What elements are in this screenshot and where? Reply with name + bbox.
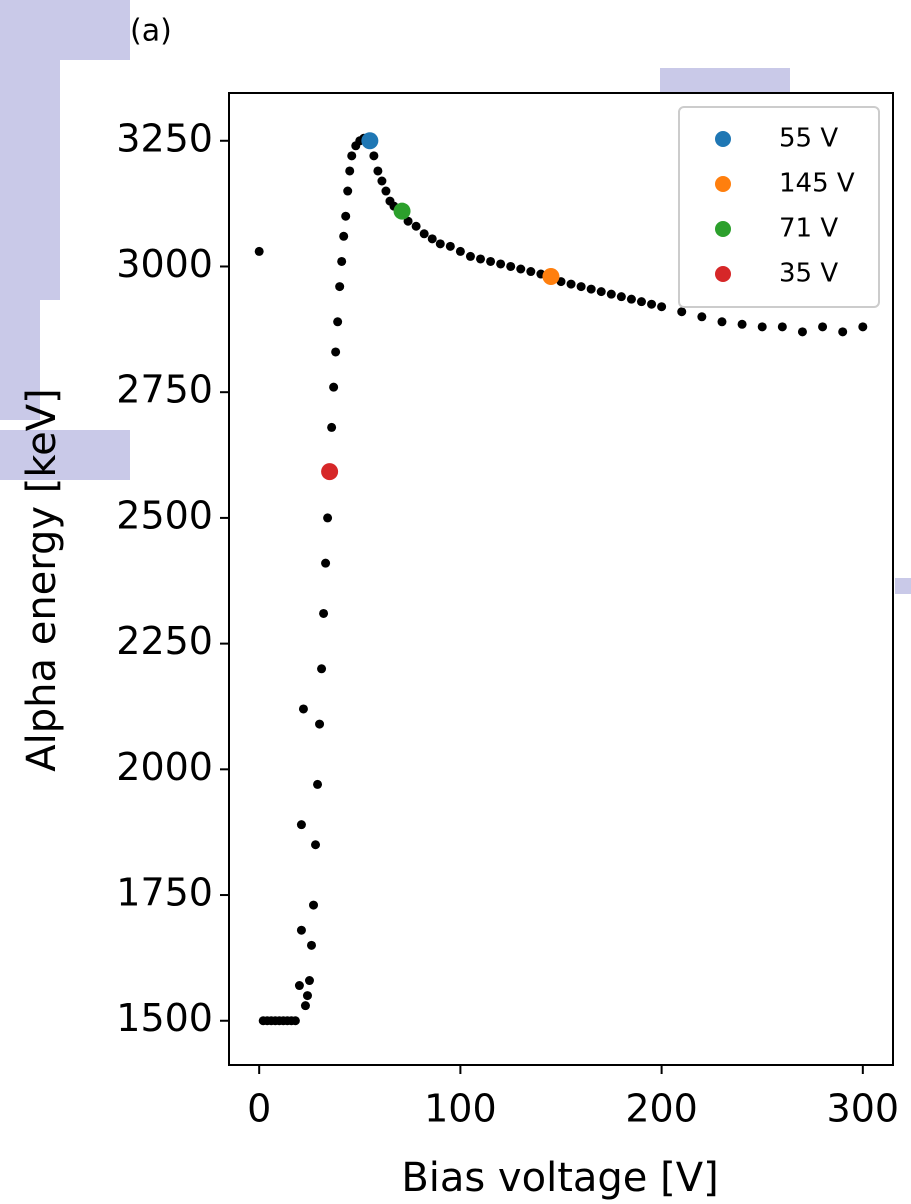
data-point [311, 840, 320, 849]
data-point [778, 322, 787, 331]
data-point [301, 1001, 310, 1010]
data-point [309, 901, 318, 910]
legend-marker [715, 176, 731, 192]
data-point [798, 327, 807, 336]
data-point [567, 280, 576, 289]
data-point [299, 704, 308, 713]
legend-marker [715, 221, 731, 237]
data-point [526, 267, 535, 276]
data-point [516, 264, 525, 273]
data-point [677, 307, 686, 316]
data-point [329, 383, 338, 392]
data-point [345, 166, 354, 175]
legend-label: 145 V [779, 169, 855, 199]
data-point [323, 513, 332, 522]
data-point [255, 247, 264, 256]
data-point [607, 290, 616, 299]
data-point [303, 991, 312, 1000]
data-point [307, 941, 316, 950]
data-point [637, 297, 646, 306]
data-point [577, 282, 586, 291]
data-point [466, 252, 475, 261]
data-point [428, 234, 437, 243]
data-point [321, 559, 330, 568]
highlight-point [361, 132, 378, 149]
data-point [420, 229, 429, 238]
data-point [496, 259, 505, 268]
data-point [597, 287, 606, 296]
data-point [335, 282, 344, 291]
data-point [818, 322, 827, 331]
data-point [297, 820, 306, 829]
panel-label: (a) [130, 14, 172, 49]
data-point [343, 187, 352, 196]
data-point [456, 247, 465, 256]
y-tick-label: 2000 [116, 745, 213, 789]
x-axis-label: Bias voltage [V] [401, 1155, 718, 1201]
data-point [319, 609, 328, 618]
data-point [341, 212, 350, 221]
data-point [373, 166, 382, 175]
data-point [758, 322, 767, 331]
data-point [858, 322, 867, 331]
y-tick-label: 2250 [116, 619, 213, 663]
y-tick-label: 3000 [116, 242, 213, 286]
data-point [657, 302, 666, 311]
y-axis-label: Alpha energy [keV] [19, 388, 65, 771]
data-point [337, 257, 346, 266]
legend-label: 35 V [779, 259, 838, 289]
data-point [381, 187, 390, 196]
data-point [617, 292, 626, 301]
data-point [717, 317, 726, 326]
data-point [339, 232, 348, 241]
chart: (a) Bias voltage [V] Alpha energy [keV] … [0, 0, 911, 1204]
data-point [327, 423, 336, 432]
data-point [333, 317, 342, 326]
data-point [446, 242, 455, 251]
data-point [317, 664, 326, 673]
data-point [697, 312, 706, 321]
data-point [313, 780, 322, 789]
legend-marker [715, 266, 731, 282]
data-point [627, 295, 636, 304]
data-point [291, 1016, 300, 1025]
data-point [738, 320, 747, 329]
y-tick-label: 2500 [116, 493, 213, 537]
data-point [412, 222, 421, 231]
data-point [347, 151, 356, 160]
y-tick-label: 3250 [116, 116, 213, 160]
legend-label: 55 V [779, 124, 838, 154]
highlight-point [542, 268, 559, 285]
data-point [295, 981, 304, 990]
data-point [331, 347, 340, 356]
x-tick-label: 0 [247, 1087, 271, 1131]
data-point [587, 285, 596, 294]
data-point [838, 327, 847, 336]
data-point [506, 262, 515, 271]
legend-marker [715, 131, 731, 147]
y-tick-label: 2750 [116, 368, 213, 412]
data-point [305, 976, 314, 985]
data-point [377, 176, 386, 185]
data-point [315, 720, 324, 729]
data-point [647, 300, 656, 309]
data-point [297, 926, 306, 935]
y-tick-label: 1750 [116, 871, 213, 915]
data-point [369, 151, 378, 160]
y-tick-label: 1500 [116, 996, 213, 1040]
x-tick-label: 100 [424, 1087, 497, 1131]
data-point [486, 257, 495, 266]
data-point [436, 239, 445, 248]
legend-label: 71 V [779, 214, 838, 244]
data-point [476, 254, 485, 263]
highlight-point [321, 463, 338, 480]
highlight-point [394, 203, 411, 220]
x-tick-label: 300 [827, 1087, 900, 1131]
x-tick-label: 200 [625, 1087, 698, 1131]
